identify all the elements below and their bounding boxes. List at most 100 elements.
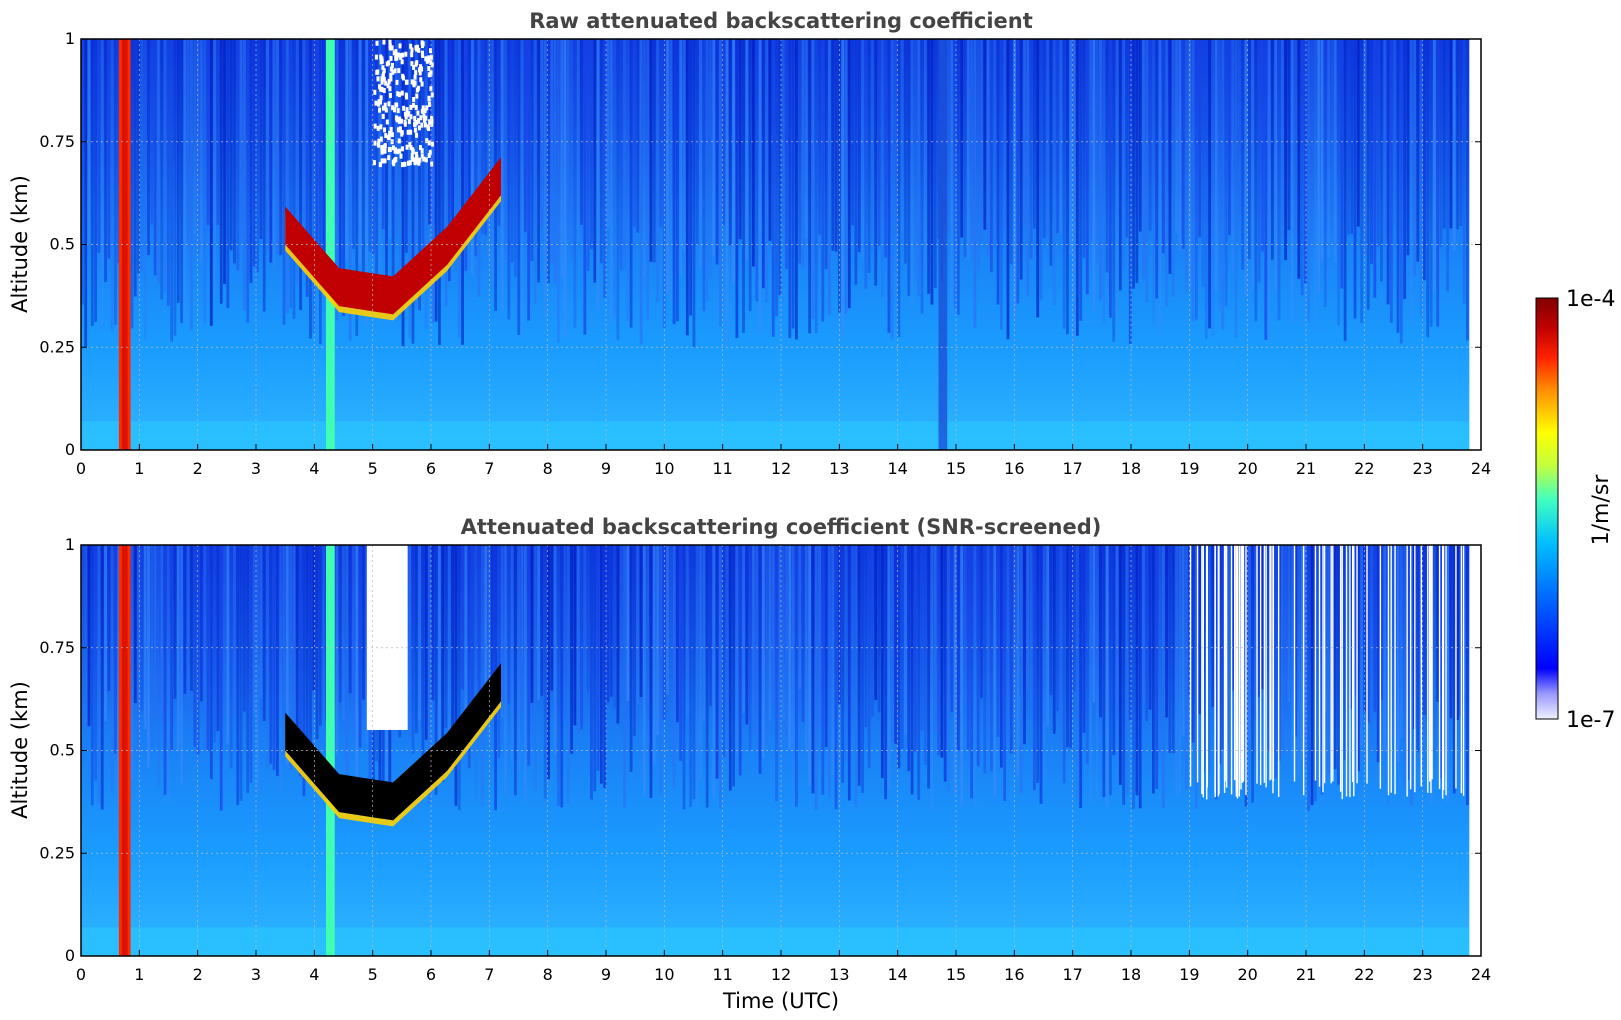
missing-pixel [395,79,399,85]
noise-column [712,545,716,797]
noise-column [322,39,326,271]
noise-column [1019,39,1023,280]
noise-column [659,545,663,796]
noise-column [348,39,352,342]
missing-pixel [391,105,395,111]
noise-column [1161,39,1165,254]
noise-column [662,39,666,329]
missing-pixel [428,119,432,125]
screened-strip [1438,545,1441,789]
noise-column [1066,545,1069,748]
noise-column [1244,39,1248,297]
noise-column [1029,545,1033,700]
noise-column [973,545,977,807]
noise-column [599,545,603,784]
noise-column [451,39,455,239]
x-axis-label: Time (UTC) [722,989,839,1013]
noise-column [216,39,220,225]
noise-column [771,39,775,337]
noise-column [570,545,574,754]
noise-column [236,545,240,806]
noise-column [725,39,729,347]
colorbar-max-label: 1e-4 [1566,287,1615,312]
noise-column [1416,39,1420,262]
noise-column [897,545,901,769]
x-tick-label: 15 [946,965,966,984]
noise-column [1023,39,1026,227]
noise-column [1360,39,1364,324]
noise-column [147,39,150,256]
noise-column [285,39,289,314]
missing-pixel [383,158,387,164]
noise-column [619,39,623,271]
noise-column [295,545,299,733]
noise-column [239,545,243,801]
x-tick-label: 7 [484,965,494,984]
noise-column [1360,545,1364,746]
screened-strip [1196,545,1199,783]
noise-column [1211,39,1215,337]
x-tick-label: 9 [601,459,611,478]
noise-column [609,545,613,697]
noise-column [209,545,213,780]
noise-column [1310,545,1314,806]
noise-column [418,545,421,721]
missing-pixel [412,64,416,70]
noise-column [560,545,564,808]
noise-column [504,545,507,794]
noise-column [1175,39,1178,234]
noise-column [233,39,236,264]
noise-column [1393,39,1397,225]
screened-strip [1445,545,1447,796]
noise-column [795,545,798,807]
noise-column [249,39,253,283]
missing-pixel [409,43,413,49]
noise-column [1009,545,1013,754]
noise-column [560,39,564,278]
noise-column [157,545,160,787]
missing-pixel [420,153,424,159]
noise-column [1350,39,1354,234]
noise-column [1419,39,1423,318]
missing-pixel [388,86,392,92]
missing-pixel [390,66,394,72]
missing-pixel [425,105,429,111]
noise-column [1095,545,1099,801]
noise-column [854,545,858,809]
missing-pixel [427,72,431,78]
noise-column [1188,545,1192,695]
noise-column [365,39,369,327]
noise-column [451,545,455,750]
noise-column [1261,39,1264,252]
missing-pixel [420,40,424,46]
noise-column [371,39,375,255]
missing-pixel [384,107,388,113]
noise-texture [81,39,1469,347]
noise-column [477,39,481,297]
noise-column [345,545,349,785]
noise-column [791,39,795,329]
noise-column [1185,545,1188,790]
noise-column [1125,39,1129,238]
noise-column [1161,545,1165,808]
noise-column [890,39,894,340]
noise-column [1251,39,1254,292]
noise-column [1194,39,1198,320]
x-tick-label: 19 [1179,965,1199,984]
noise-column [348,545,352,694]
noise-column [619,545,623,695]
noise-column [983,39,987,230]
screened-strip [1420,545,1422,787]
noise-column [1356,545,1360,772]
noise-column [557,39,560,343]
noise-column [986,39,990,255]
noise-column [593,545,597,792]
noise-column [315,545,319,740]
noise-column [1099,545,1102,718]
x-tick-label: 11 [712,965,732,984]
missing-pixel [427,66,431,72]
noise-column [986,545,990,743]
noise-column [1135,39,1139,284]
noise-column [642,39,646,276]
noise-column [900,545,904,749]
